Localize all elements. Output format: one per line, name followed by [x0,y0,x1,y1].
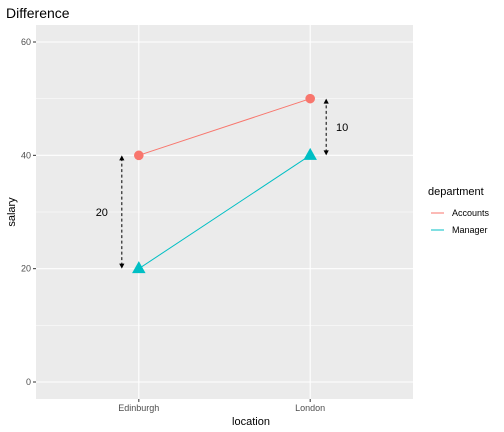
legend-item-accounts: Accounts [429,205,490,222]
y-tick-label: 20 [21,264,31,274]
x-axis-title: location [232,416,270,428]
y-axis: 0 20 40 60 [21,37,36,387]
y-tick-label: 0 [26,377,31,387]
difference-label: 20 [96,207,108,219]
legend-item-manager: Manager [429,222,488,239]
y-axis-title: salary [6,197,18,227]
chart-title: Difference [6,5,70,21]
legend-label-manager: Manager [452,225,488,235]
legend-title: department [428,186,484,198]
y-tick-label: 60 [21,37,31,47]
difference-label: 10 [336,122,348,134]
x-tick-label: London [295,403,325,413]
data-point-accounts [305,94,315,104]
x-axis: Edinburgh London [118,399,325,413]
y-tick-label: 40 [21,150,31,160]
legend: department Accounts Manager [428,186,490,239]
data-point-accounts [134,151,144,161]
legend-label-accounts: Accounts [452,208,490,218]
x-tick-label: Edinburgh [118,403,159,413]
